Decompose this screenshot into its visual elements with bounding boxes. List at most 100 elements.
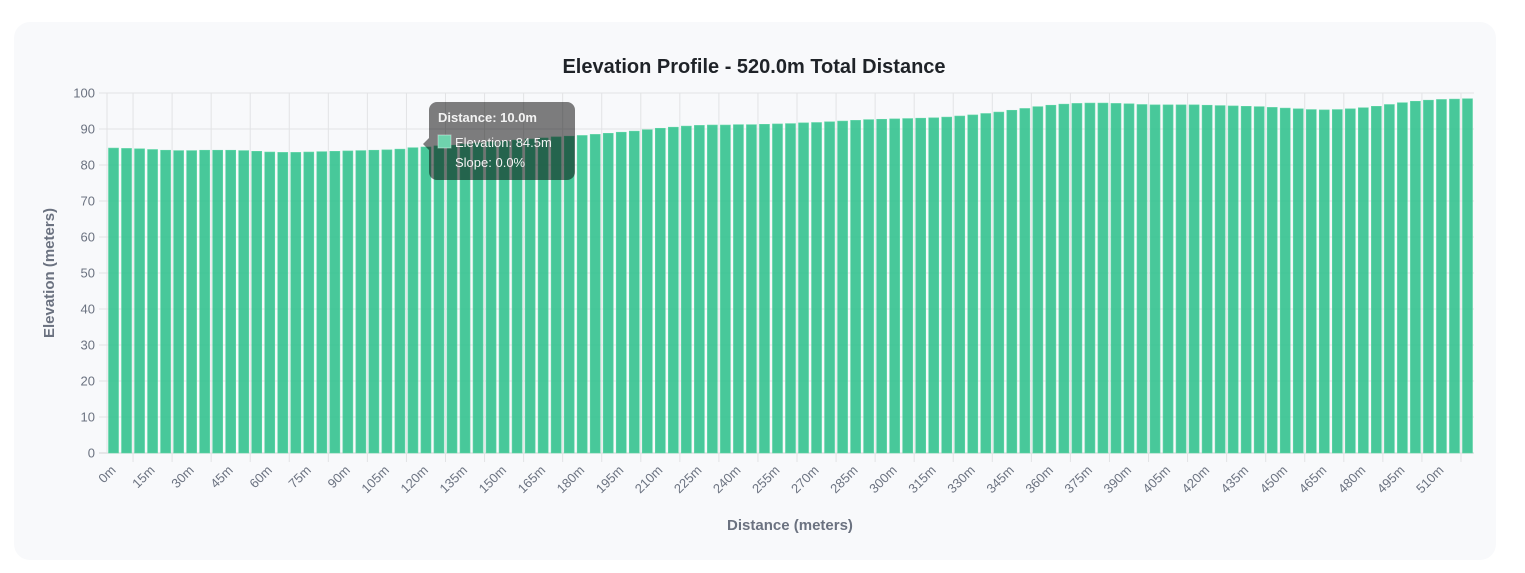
- y-tick-label: 10: [81, 410, 95, 425]
- bar: [420, 146, 432, 454]
- bar: [954, 115, 966, 454]
- bar: [902, 118, 913, 454]
- x-tick-label: 210m: [632, 463, 666, 497]
- bar: [876, 118, 887, 454]
- bar: [967, 114, 979, 454]
- bar: [772, 123, 783, 454]
- bar: [277, 152, 289, 454]
- chart-title: Elevation Profile - 520.0m Total Distanc…: [562, 56, 945, 78]
- bar: [1110, 103, 1122, 454]
- bar: [641, 129, 653, 454]
- x-tick-label: 390m: [1101, 463, 1135, 497]
- bar: [915, 117, 927, 454]
- bar: [1136, 104, 1148, 454]
- y-tick-label: 60: [81, 230, 95, 245]
- bar: [368, 149, 380, 454]
- x-axis-ticks: 0m 15m 30m 45m 60m 75m 90m 105m 120m 135m 150m 165m…: [95, 463, 1446, 497]
- bar: [668, 126, 679, 454]
- bar: [824, 121, 835, 454]
- bar: [342, 150, 354, 454]
- x-tick-label: 405m: [1140, 463, 1174, 497]
- bar: [459, 143, 471, 454]
- x-tick-label: 360m: [1022, 463, 1056, 497]
- bar: [615, 131, 627, 454]
- y-tick-label: 40: [81, 302, 95, 317]
- bar: [1201, 104, 1213, 454]
- x-tick-label: 60m: [246, 463, 274, 491]
- x-tick-label: 135m: [437, 463, 471, 497]
- bar: [290, 152, 302, 454]
- bar: [199, 149, 210, 454]
- bar: [1058, 103, 1070, 454]
- y-tick-label: 50: [81, 266, 95, 281]
- bar: [746, 124, 757, 454]
- bar: [212, 149, 223, 454]
- bar: [980, 113, 992, 454]
- bar: [394, 148, 406, 454]
- bar: [1345, 108, 1356, 454]
- x-tick-label: 105m: [358, 463, 392, 497]
- x-tick-label: 315m: [905, 463, 939, 497]
- bar: [1071, 103, 1083, 454]
- bar: [1214, 105, 1226, 454]
- bar: [707, 124, 718, 454]
- x-tick-label: 285m: [827, 463, 861, 497]
- x-tick-label: 495m: [1374, 463, 1408, 497]
- x-tick-label: 30m: [168, 463, 196, 491]
- y-tick-label: 100: [73, 86, 95, 101]
- bar: [186, 150, 197, 454]
- bar: [1358, 107, 1369, 454]
- bar: [1292, 108, 1304, 454]
- bar: [329, 151, 341, 454]
- bar: [407, 147, 419, 454]
- x-tick-label: 465m: [1296, 463, 1330, 497]
- bar: [576, 135, 588, 454]
- bar: [720, 124, 731, 454]
- bar: [1423, 99, 1434, 454]
- bar: [1436, 99, 1447, 454]
- bar: [1462, 98, 1473, 454]
- bar: [381, 149, 393, 454]
- tooltip-elevation: Elevation: 84.5m: [455, 135, 552, 150]
- bar: [303, 151, 315, 454]
- y-tick-label: 90: [81, 122, 95, 137]
- x-tick-label: 255m: [749, 463, 783, 497]
- bars: [108, 98, 1473, 454]
- tooltip-color-swatch: [437, 134, 452, 149]
- tooltip-box: [423, 102, 575, 180]
- bar: [1240, 106, 1252, 454]
- x-tick-label: 225m: [671, 463, 705, 497]
- x-tick-label: 510m: [1413, 463, 1447, 497]
- tooltip: Distance: 10.0m Elevation: 84.5m Slope: …: [423, 102, 575, 180]
- bar: [238, 150, 250, 454]
- bar: [108, 147, 119, 454]
- x-tick-label: 420m: [1179, 463, 1213, 497]
- bar: [160, 149, 171, 454]
- bar: [1162, 104, 1174, 454]
- bar: [1318, 109, 1330, 454]
- bar: [681, 125, 692, 454]
- bar: [472, 142, 484, 454]
- bar: [1019, 108, 1031, 454]
- bar: [798, 122, 809, 454]
- x-axis-label: Distance (meters): [727, 517, 853, 534]
- x-tick-label: 0m: [95, 463, 118, 486]
- bar: [511, 139, 523, 454]
- bar: [1384, 104, 1395, 454]
- y-axis-label: Elevation (meters): [41, 208, 58, 338]
- bar: [1032, 106, 1044, 454]
- bar: [1227, 105, 1239, 454]
- bar: [1006, 109, 1018, 454]
- x-tick-label: 120m: [397, 463, 431, 497]
- bar: [134, 148, 145, 454]
- bar: [1097, 102, 1109, 454]
- bar: [1266, 107, 1278, 454]
- bar: [537, 137, 549, 454]
- bar: [524, 138, 536, 454]
- bar: [485, 141, 497, 454]
- bar: [498, 140, 510, 454]
- x-tick-label: 450m: [1257, 463, 1291, 497]
- bar: [225, 149, 236, 454]
- bar: [733, 124, 744, 454]
